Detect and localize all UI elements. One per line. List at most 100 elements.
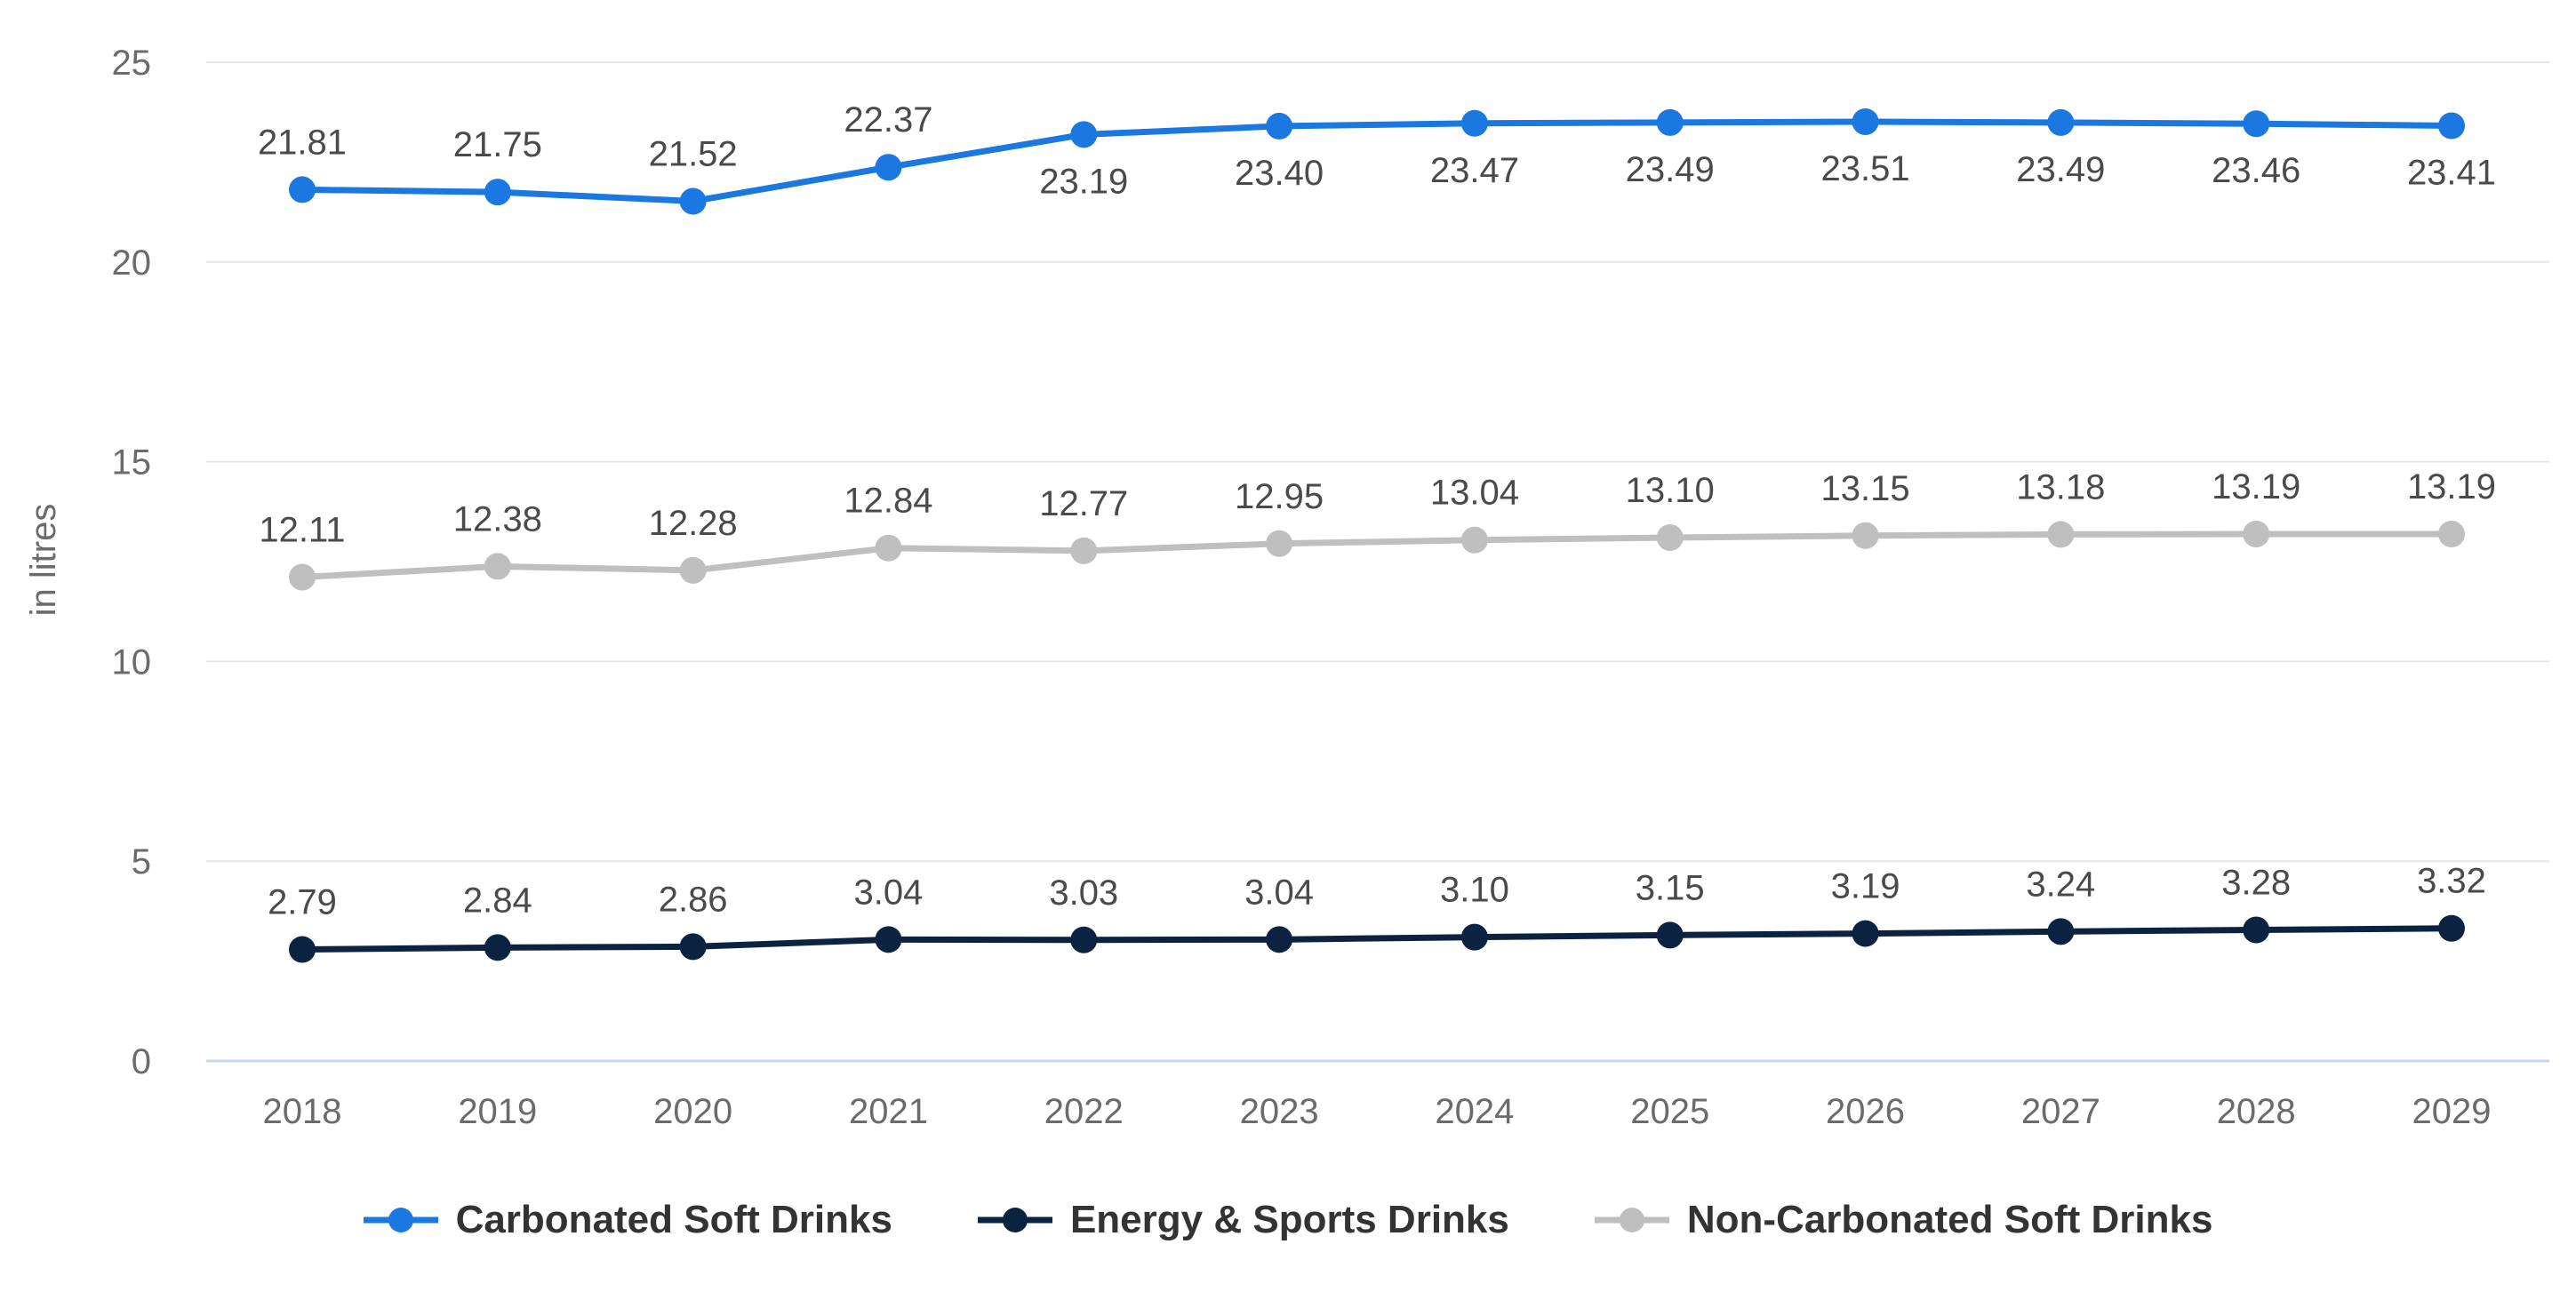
data-point-energy-and-sports-drinks-2025[interactable] (1656, 921, 1684, 949)
data-label-energy-and-sports-drinks-2027: 3.24 (2026, 865, 2095, 904)
x-tick-label-2018: 2018 (263, 1092, 342, 1131)
y-axis-tick-labels: 0 5 10 15 20 25 (112, 44, 152, 1081)
data-point-carbonated-soft-drinks-2023[interactable] (1266, 112, 1293, 140)
data-point-non-carbonated-soft-drinks-2024[interactable] (1460, 526, 1488, 554)
data-point-energy-and-sports-drinks-2026[interactable] (1852, 920, 1879, 947)
data-label-carbonated-soft-drinks-2024: 23.47 (1430, 151, 1519, 190)
data-label-energy-and-sports-drinks-2025: 3.15 (1636, 868, 1705, 907)
data-label-carbonated-soft-drinks-2026: 23.51 (1820, 149, 1909, 188)
x-tick-label-2027: 2027 (2021, 1092, 2100, 1131)
data-label-carbonated-soft-drinks-2020: 21.52 (649, 134, 738, 173)
data-point-energy-and-sports-drinks-2027[interactable] (2047, 918, 2075, 945)
data-point-energy-and-sports-drinks-2021[interactable] (875, 926, 902, 953)
data-label-non-carbonated-soft-drinks-2019: 12.38 (453, 499, 542, 538)
legend-item-energy-sports-drinks[interactable]: Energy & Sports Drinks (977, 1198, 1509, 1242)
data-point-non-carbonated-soft-drinks-2022[interactable] (1070, 537, 1098, 564)
data-point-energy-and-sports-drinks-2022[interactable] (1070, 926, 1098, 953)
data-label-carbonated-soft-drinks-2028: 23.46 (2212, 151, 2300, 190)
x-axis-tick-labels: 2018 2019 2020 2021 2022 2023 2024 2025 2026 2027… (263, 1092, 2492, 1131)
x-tick-label-2021: 2021 (849, 1092, 928, 1131)
x-tick-label-2019: 2019 (458, 1092, 537, 1131)
data-point-non-carbonated-soft-drinks-2026[interactable] (1852, 522, 1879, 549)
x-tick-label-2023: 2023 (1240, 1092, 1319, 1131)
data-label-non-carbonated-soft-drinks-2028: 13.19 (2212, 467, 2300, 506)
x-tick-label-2020: 2020 (653, 1092, 732, 1131)
series-non-carbonated-soft-drinks (289, 520, 2465, 591)
y-tick-label-10: 10 (112, 642, 152, 682)
data-point-carbonated-soft-drinks-2025[interactable] (1656, 108, 1684, 136)
data-point-non-carbonated-soft-drinks-2027[interactable] (2047, 521, 2075, 548)
data-label-energy-and-sports-drinks-2018: 2.79 (268, 883, 337, 922)
data-label-non-carbonated-soft-drinks-2020: 12.28 (649, 504, 738, 543)
data-label-non-carbonated-soft-drinks-2023: 12.95 (1235, 477, 1324, 516)
data-point-non-carbonated-soft-drinks-2020[interactable] (679, 556, 707, 584)
data-label-energy-and-sports-drinks-2021: 3.04 (854, 873, 924, 912)
x-tick-label-2028: 2028 (2217, 1092, 2296, 1131)
data-label-non-carbonated-soft-drinks-2026: 13.15 (1820, 469, 1909, 508)
y-tick-label-5: 5 (132, 842, 151, 881)
data-label-carbonated-soft-drinks-2025: 23.49 (1626, 150, 1715, 189)
series-line-energy-and-sports-drinks (299, 925, 2455, 953)
data-point-carbonated-soft-drinks-2028[interactable] (2243, 110, 2270, 138)
series-line-non-carbonated-soft-drinks (299, 530, 2455, 581)
data-point-non-carbonated-soft-drinks-2023[interactable] (1266, 530, 1293, 557)
data-label-energy-and-sports-drinks-2026: 3.19 (1831, 867, 1900, 906)
series-line-carbonated-soft-drinks (299, 118, 2455, 204)
data-label-energy-and-sports-drinks-2024: 3.10 (1440, 871, 1509, 910)
data-label-carbonated-soft-drinks-2027: 23.49 (2016, 150, 2105, 189)
data-point-carbonated-soft-drinks-2020[interactable] (679, 187, 707, 215)
data-point-non-carbonated-soft-drinks-2018[interactable] (289, 563, 316, 591)
data-point-carbonated-soft-drinks-2018[interactable] (289, 176, 316, 203)
y-tick-label-20: 20 (112, 243, 152, 283)
data-label-energy-and-sports-drinks-2023: 3.04 (1244, 873, 1314, 912)
data-label-non-carbonated-soft-drinks-2025: 13.10 (1626, 471, 1715, 510)
data-point-energy-and-sports-drinks-2019[interactable] (484, 934, 511, 961)
data-point-non-carbonated-soft-drinks-2029[interactable] (2438, 520, 2465, 547)
data-point-carbonated-soft-drinks-2019[interactable] (484, 179, 511, 206)
data-label-carbonated-soft-drinks-2029: 23.41 (2407, 153, 2496, 192)
series-carbonated-soft-drinks (289, 108, 2465, 215)
legend-item-carbonated-soft-drinks[interactable]: Carbonated Soft Drinks (363, 1198, 892, 1242)
legend: Carbonated Soft Drinks Energy & Sports D… (0, 1198, 2576, 1242)
legend-marker-carbonated-soft-drinks (363, 1208, 438, 1232)
data-label-non-carbonated-soft-drinks-2027: 13.18 (2016, 467, 2105, 506)
data-point-carbonated-soft-drinks-2021[interactable] (875, 154, 902, 181)
y-tick-label-0: 0 (132, 1042, 151, 1081)
legend-label-non-carbonated-soft-drinks: Non-Carbonated Soft Drinks (1686, 1198, 2213, 1241)
data-labels: 21.81 21.75 21.52 22.37 23.19 23.40 23.47 23.49… (258, 100, 2496, 921)
x-tick-label-2024: 2024 (1435, 1092, 1514, 1131)
y-axis-title: in litres (24, 504, 63, 617)
data-point-carbonated-soft-drinks-2024[interactable] (1460, 109, 1488, 137)
data-label-non-carbonated-soft-drinks-2029: 13.19 (2407, 467, 2496, 506)
data-label-energy-and-sports-drinks-2029: 3.32 (2417, 862, 2486, 901)
data-point-non-carbonated-soft-drinks-2021[interactable] (875, 534, 902, 562)
data-point-carbonated-soft-drinks-2022[interactable] (1070, 121, 1098, 148)
data-label-non-carbonated-soft-drinks-2021: 12.84 (844, 482, 932, 521)
data-label-carbonated-soft-drinks-2018: 21.81 (258, 123, 347, 162)
data-point-carbonated-soft-drinks-2027[interactable] (2047, 108, 2075, 136)
data-label-non-carbonated-soft-drinks-2022: 12.77 (1039, 484, 1128, 523)
data-point-energy-and-sports-drinks-2023[interactable] (1266, 926, 1293, 953)
data-point-energy-and-sports-drinks-2018[interactable] (289, 936, 316, 963)
data-point-carbonated-soft-drinks-2026[interactable] (1852, 108, 1879, 135)
legend-item-non-carbonated-soft-drinks[interactable]: Non-Carbonated Soft Drinks (1594, 1198, 2213, 1242)
x-tick-label-2029: 2029 (2412, 1092, 2492, 1131)
data-label-energy-and-sports-drinks-2020: 2.86 (659, 880, 728, 919)
data-point-energy-and-sports-drinks-2029[interactable] (2438, 914, 2465, 942)
legend-marker-energy-sports-drinks (977, 1208, 1052, 1232)
data-point-non-carbonated-soft-drinks-2019[interactable] (484, 553, 511, 580)
data-label-carbonated-soft-drinks-2021: 22.37 (844, 100, 932, 140)
y-tick-label-25: 25 (112, 44, 152, 83)
x-tick-label-2025: 2025 (1630, 1092, 1709, 1131)
data-point-non-carbonated-soft-drinks-2025[interactable] (1656, 524, 1684, 552)
data-point-energy-and-sports-drinks-2024[interactable] (1460, 923, 1488, 951)
data-point-energy-and-sports-drinks-2020[interactable] (679, 933, 707, 961)
legend-label-energy-sports-drinks: Energy & Sports Drinks (1069, 1198, 1509, 1241)
data-label-carbonated-soft-drinks-2019: 21.75 (453, 125, 542, 164)
data-point-non-carbonated-soft-drinks-2028[interactable] (2243, 520, 2270, 547)
x-tick-label-2026: 2026 (1826, 1092, 1905, 1131)
gridlines (206, 61, 2549, 1063)
data-point-carbonated-soft-drinks-2029[interactable] (2438, 112, 2465, 140)
data-point-energy-and-sports-drinks-2028[interactable] (2243, 916, 2270, 944)
